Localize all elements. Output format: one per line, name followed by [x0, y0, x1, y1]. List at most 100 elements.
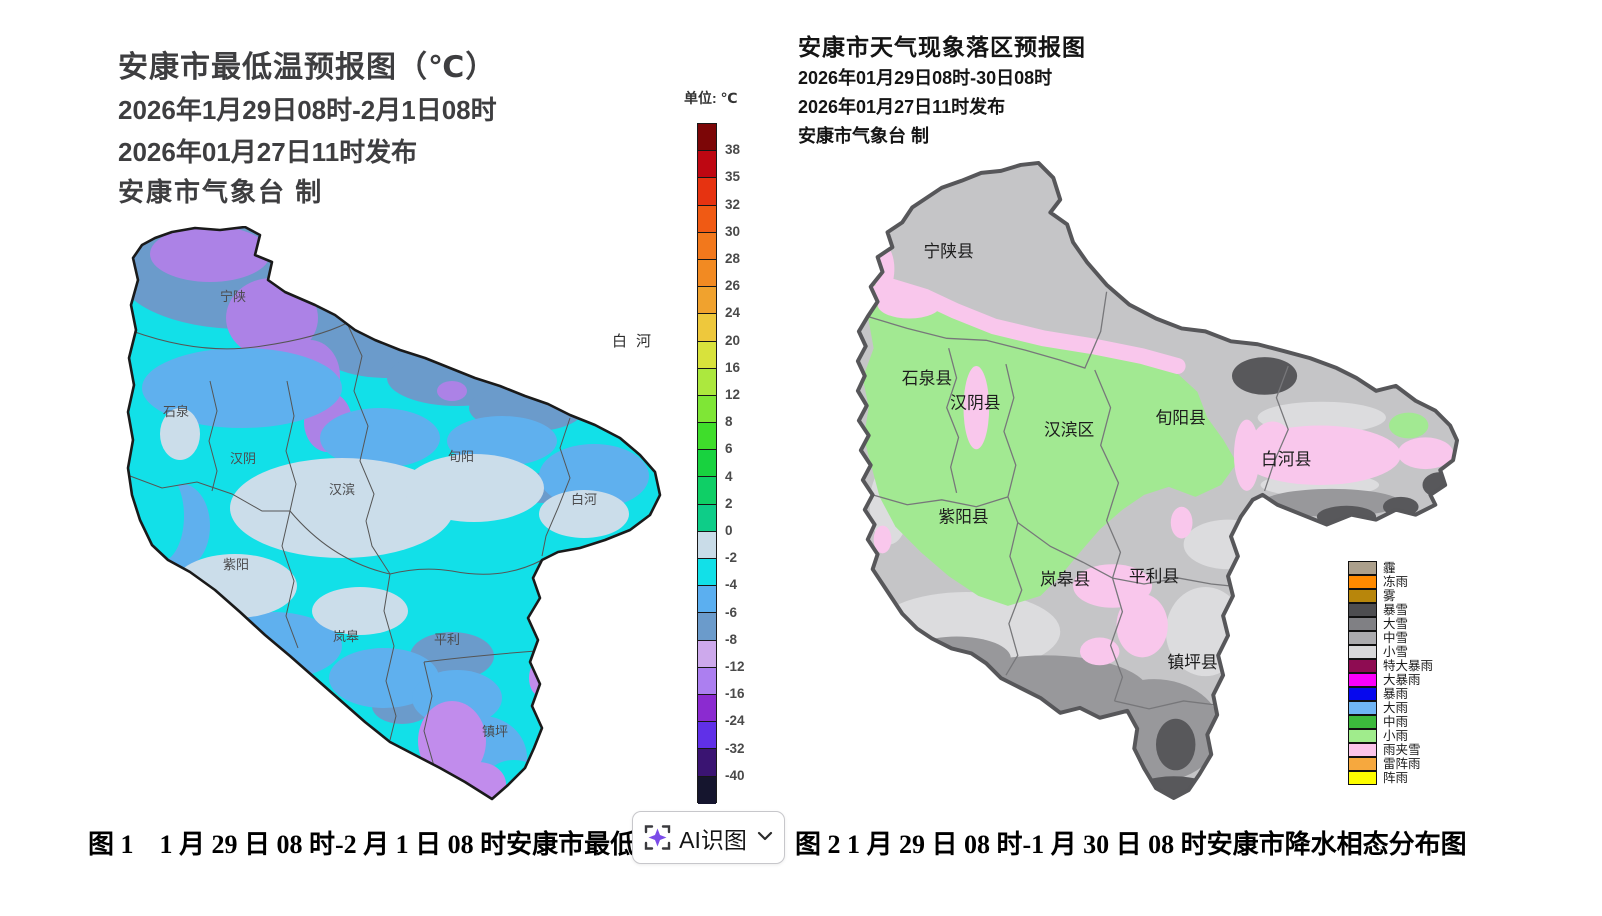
- legend-swatch: [1348, 672, 1377, 687]
- legend-label: 霾: [1383, 560, 1396, 575]
- colorbar-tick: -6: [725, 604, 738, 620]
- legend-swatch: [1348, 714, 1377, 729]
- colorbar-tick: 6: [725, 441, 733, 457]
- stray-baihe-label: 白河: [612, 334, 661, 350]
- legend-row: 雾: [1348, 588, 1433, 603]
- legend-swatch: [1348, 560, 1377, 575]
- colorbar-segment: [698, 259, 716, 288]
- legend-label: 大雪: [1383, 616, 1409, 631]
- legend-label: 中雨: [1383, 714, 1409, 729]
- colorbar-unit-label: 单位: ℃: [684, 90, 738, 106]
- right-map-issue-time: 2026年01月27日11时发布: [798, 97, 1006, 117]
- colorbar-tick: -2: [725, 550, 738, 566]
- legend-row: 暴雪: [1348, 602, 1433, 617]
- colorbar-segment: [698, 613, 716, 641]
- county-label: 汉阴县: [950, 394, 1000, 413]
- legend-row: 特大暴雨: [1348, 658, 1434, 673]
- colorbar-tick: 26: [725, 278, 741, 294]
- colorbar-tick: 30: [725, 223, 741, 239]
- colorbar-segment: [698, 450, 716, 478]
- colorbar-tick: 16: [725, 359, 741, 375]
- county-label: 宁陕县: [924, 242, 974, 261]
- legend-row: 大暴雨: [1348, 672, 1433, 687]
- colorbar-segment: [698, 395, 716, 424]
- colorbar-tick: -12: [725, 659, 745, 674]
- legend-label: 雷阵雨: [1383, 756, 1421, 771]
- legend-row: 雨夹雪: [1348, 742, 1433, 757]
- county-label: 镇坪: [482, 724, 508, 739]
- county-label: 紫阳县: [938, 508, 988, 527]
- county-label: 紫阳: [223, 557, 249, 572]
- chevron-down-icon[interactable]: [757, 829, 773, 847]
- county-label: 平利: [434, 632, 460, 647]
- colorbar-tick: 32: [725, 196, 741, 212]
- colorbar-segment: [698, 640, 716, 668]
- colorbar-tick: 2: [725, 495, 733, 511]
- phenomena-fill-patches: [857, 162, 1458, 799]
- county-label: 石泉: [163, 404, 189, 419]
- colorbar-segment: [698, 667, 716, 695]
- colorbar-tick: 8: [725, 414, 733, 430]
- legend-swatch: [1348, 658, 1377, 673]
- left-map-boundary: [126, 226, 662, 801]
- legend-row: 大雨: [1348, 700, 1433, 715]
- county-label: 汉滨区: [1044, 420, 1094, 439]
- legend-label: 中雪: [1383, 630, 1409, 645]
- left-map-title: 安康市最低温预报图（℃）: [118, 51, 497, 84]
- colorbar-segment: [698, 776, 716, 804]
- colorbar-segment: [698, 749, 716, 777]
- right-map-producer: 安康市气象台 制: [798, 126, 930, 146]
- legend-label: 大暴雨: [1383, 672, 1421, 687]
- legend-label: 暴雪: [1383, 602, 1409, 617]
- colorbar-tick: 35: [725, 169, 741, 185]
- ai-recognize-button[interactable]: AI识图: [632, 811, 785, 864]
- county-label: 平利县: [1129, 567, 1179, 586]
- county-label: 汉阴: [230, 451, 256, 466]
- county-label: 旬阳县: [1156, 408, 1206, 427]
- county-label: 旬阳: [448, 449, 474, 464]
- legend-row: 大雪: [1348, 616, 1433, 631]
- legend-swatch: [1348, 700, 1377, 715]
- legend-row: 阵雨: [1348, 770, 1433, 785]
- legend-label: 小雨: [1383, 728, 1409, 743]
- colorbar-segment: [698, 504, 716, 532]
- legend-swatch: [1348, 728, 1377, 743]
- legend-row: 霾: [1348, 560, 1433, 575]
- legend-label: 雨夹雪: [1383, 742, 1421, 757]
- colorbar-tick: 20: [725, 332, 741, 348]
- legend-label: 雾: [1383, 588, 1396, 603]
- colorbar-segment: [698, 586, 716, 614]
- legend-row: 冻雨: [1348, 574, 1433, 589]
- right-map-valid-period: 2026年01月29日08时-30日08时: [798, 68, 1053, 88]
- right-map-county-labels: 宁陕县 石泉县 汉阴县 汉滨区 旬阳县 白河县 紫阳县 岚皋县 平利县 镇坪县: [902, 242, 1312, 672]
- right-map-boundary: [855, 160, 1460, 801]
- colorbar-tick: -8: [725, 631, 738, 647]
- colorbar-segment: [698, 694, 716, 723]
- legend-swatch: [1348, 770, 1377, 785]
- legend-label: 特大暴雨: [1383, 658, 1434, 673]
- ai-button-label: AI识图: [679, 826, 747, 853]
- colorbar-tick: -16: [725, 686, 745, 702]
- figure2-caption: 图 2 1 月 29 日 08 时-1 月 30 日 08 时安康市降水相态分布…: [795, 830, 1467, 859]
- colorbar-segment: [698, 559, 716, 587]
- left-map-county-labels: 宁陕 石泉 汉阴 汉滨 旬阳 白河 紫阳 岚皋 平利 镇坪: [163, 289, 597, 739]
- legend-row: 小雨: [1348, 728, 1433, 743]
- left-map-producer: 安康市气象台 制: [118, 177, 324, 207]
- colorbar-tick: 28: [725, 251, 741, 266]
- legend-label: 冻雨: [1383, 574, 1409, 589]
- ai-scan-sparkle-icon: [644, 824, 671, 851]
- legend-row: 暴雨: [1348, 686, 1433, 701]
- county-label: 岚皋县: [1040, 570, 1090, 589]
- colorbar-segment: [698, 178, 716, 206]
- temperature-colorbar: [697, 123, 717, 804]
- colorbar-segment: [698, 477, 716, 505]
- legend-swatch: [1348, 588, 1377, 603]
- legend-row: 中雨: [1348, 714, 1433, 729]
- colorbar-segment: [698, 205, 716, 233]
- county-label: 汉滨: [329, 482, 355, 497]
- legend-swatch: [1348, 686, 1377, 701]
- colorbar-segment: [698, 232, 716, 260]
- colorbar-segment: [698, 314, 716, 342]
- colorbar-tick: 4: [725, 468, 733, 484]
